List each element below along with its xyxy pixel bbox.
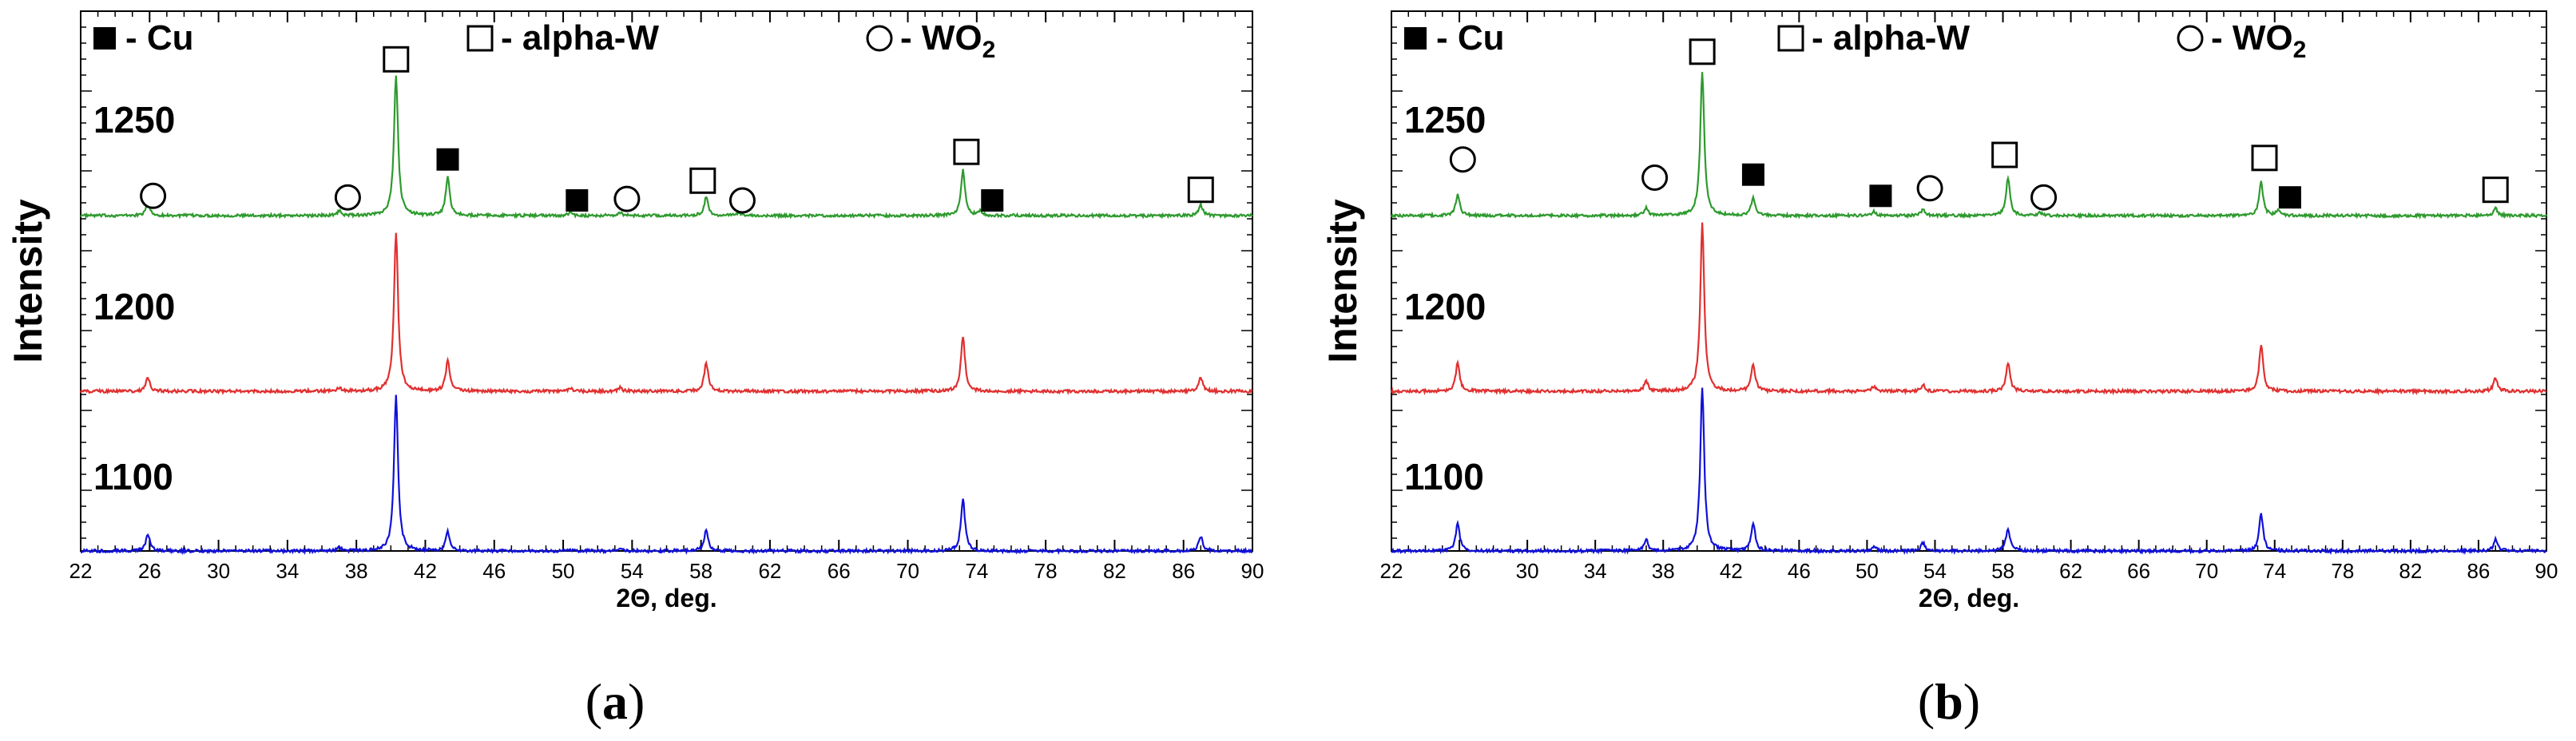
x-tick-label: 30: [207, 559, 230, 583]
phase-marker-open-circle: [1641, 164, 1669, 191]
phase-marker-filled-square: [566, 189, 589, 212]
x-tick-label: 58: [689, 559, 712, 583]
legend-label: - WO2: [2211, 18, 2306, 63]
x-tick-label: 50: [552, 559, 575, 583]
x-tick-label: 34: [276, 559, 299, 583]
x-tick-label: 78: [1034, 559, 1058, 583]
x-tick-label: 86: [2467, 559, 2490, 583]
series-label-1200: 1200: [93, 286, 175, 327]
x-tick-label: 74: [965, 559, 988, 583]
x-tick-label: 54: [621, 559, 644, 583]
x-tick-label: 46: [482, 559, 506, 583]
panel-caption-a: (a): [585, 673, 645, 730]
series-label-1250: 1250: [1404, 99, 1486, 141]
x-tick-label: 38: [345, 559, 368, 583]
plot-frame: [80, 10, 1253, 552]
phase-marker-filled-square: [1741, 163, 1764, 186]
series-line-1250: [1391, 72, 2547, 220]
series-label-1250: 1250: [93, 99, 175, 141]
x-tick-label: 90: [2535, 559, 2558, 583]
y-axis-title: Intensity: [1320, 199, 1365, 363]
phase-marker-filled-square: [1869, 184, 1892, 208]
legend-symbol-open-square: [466, 25, 494, 52]
x-tick-label: 82: [1103, 559, 1126, 583]
x-axis-title: 2Θ, deg.: [616, 584, 716, 612]
legend-symbol-open-circle: [2177, 25, 2204, 52]
x-tick-label: 62: [758, 559, 781, 583]
phase-marker-open-square: [2251, 145, 2278, 172]
legend-label: - WO2: [900, 18, 995, 63]
legend-label: - Cu: [1436, 18, 1505, 57]
x-axis-title: 2Θ, deg.: [1919, 584, 2019, 612]
phase-marker-open-square: [1991, 141, 2018, 168]
legend-symbol-open-circle: [866, 25, 893, 52]
x-tick-label: 86: [1172, 559, 1195, 583]
x-tick-label: 54: [1923, 559, 1947, 583]
phase-marker-open-circle: [728, 187, 756, 214]
x-tick-label: 26: [1448, 559, 1471, 583]
series-line-1200: [79, 232, 1253, 396]
phase-marker-open-square: [1187, 176, 1214, 204]
x-tick-label: 58: [1991, 559, 2014, 583]
phase-marker-open-circle: [140, 182, 167, 209]
x-tick-label: 46: [1788, 559, 1811, 583]
series-line-1100: [1391, 387, 2547, 556]
x-tick-label: 34: [1584, 559, 1607, 583]
phase-marker-open-circle: [2030, 184, 2058, 211]
x-tick-label: 82: [2399, 559, 2422, 583]
phase-marker-open-circle: [1916, 175, 1943, 202]
x-tick-label: 42: [414, 559, 437, 583]
legend-label: - Cu: [125, 18, 194, 57]
legend-label: - alpha-W: [501, 18, 659, 57]
phase-marker-open-circle: [334, 184, 361, 211]
legend-symbol-filled-square: [1404, 27, 1427, 50]
legend-symbol-filled-square: [93, 27, 116, 50]
phase-marker-open-square: [953, 138, 980, 165]
series-label-1100: 1100: [93, 456, 173, 497]
phase-marker-open-circle: [613, 185, 641, 212]
phase-marker-filled-square: [436, 148, 459, 171]
phase-marker-filled-square: [981, 189, 1004, 212]
x-tick-label: 22: [69, 559, 93, 583]
legend-symbol-open-square: [1777, 25, 1804, 52]
phase-marker-open-square: [383, 46, 410, 73]
x-tick-label: 26: [138, 559, 161, 583]
x-tick-label: 38: [1652, 559, 1675, 583]
panel-caption-b: (b): [1918, 673, 1980, 730]
series-label-1100: 1100: [1404, 456, 1484, 497]
x-tick-label: 62: [2059, 559, 2082, 583]
x-tick-label: 74: [2263, 559, 2286, 583]
phase-marker-open-square: [1689, 38, 1716, 65]
x-tick-label: 22: [1380, 559, 1403, 583]
x-tick-label: 66: [2127, 559, 2150, 583]
x-tick-label: 42: [1720, 559, 1743, 583]
x-tick-label: 66: [828, 559, 851, 583]
x-tick-label: 50: [1856, 559, 1879, 583]
phase-marker-open-circle: [1449, 146, 1476, 173]
phase-marker-open-square: [2482, 176, 2509, 204]
series-line-1100: [81, 394, 1252, 556]
series-line-1200: [1390, 222, 2547, 396]
x-tick-label: 30: [1516, 559, 1539, 583]
phase-marker-filled-square: [2278, 186, 2301, 209]
plot-frame: [1391, 10, 2547, 552]
x-tick-label: 78: [2331, 559, 2354, 583]
chart-panel-b: 22 26 30 34 38 42 46 50 54 58 62 66 70 74 78 82 86 90 2Θ, …: [1320, 10, 2558, 730]
chart-panel-a: 22 26 30 34 38 42 46 50 54 58 62 66 70 74 78 82 86 90 2Θ, …: [6, 10, 1264, 730]
x-tick-label: 70: [2195, 559, 2218, 583]
x-tick-label: 90: [1241, 559, 1264, 583]
phase-marker-open-square: [689, 167, 716, 194]
series-label-1200: 1200: [1404, 286, 1486, 327]
x-tick-label: 70: [896, 559, 919, 583]
y-axis-title: Intensity: [6, 199, 50, 363]
series-line-1250: [80, 75, 1253, 220]
legend-label: - alpha-W: [1812, 18, 1970, 57]
